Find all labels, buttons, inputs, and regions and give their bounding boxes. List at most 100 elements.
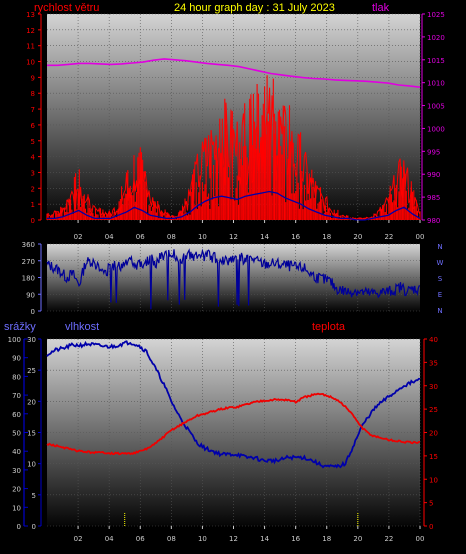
temperature-tick-label: 40 <box>429 336 438 344</box>
temperature-tick-label: 25 <box>429 406 438 414</box>
rain-tick-label: 50 <box>12 430 21 438</box>
humidity-tick-label: 0 <box>32 523 36 531</box>
compass-label-w: W <box>437 259 444 267</box>
wind-speed-tick-label: 1 <box>31 201 35 209</box>
rain-tick-label: 90 <box>12 355 21 363</box>
x-tick-label: 20 <box>353 233 362 241</box>
wind-direction-series <box>46 248 421 310</box>
x-tick-label: 10 <box>198 233 207 241</box>
x-tick-label: 16 <box>291 233 300 241</box>
wind-speed-tick-label: 11 <box>26 43 35 51</box>
wind-speed-tick-label: 2 <box>31 185 35 193</box>
compass-label-e: E <box>438 291 442 299</box>
pressure-tick-label: 1015 <box>427 57 445 65</box>
humidity-tick-label: 20 <box>27 398 36 406</box>
pressure-tick-label: 990 <box>427 171 440 179</box>
direction-tick-label: 0 <box>31 308 35 316</box>
x-tick-label: 04 <box>105 535 114 543</box>
wind-speed-tick-label: 8 <box>31 90 35 98</box>
temperature-series <box>46 392 421 456</box>
pressure-axis-title: tlak <box>372 2 390 14</box>
rain-tick-label: 0 <box>17 523 21 531</box>
wind-speed-tick-label: 12 <box>26 27 35 35</box>
x-tick-label: 06 <box>136 535 145 543</box>
humidity-panel-series <box>46 340 421 526</box>
rain-tick-label: 80 <box>12 373 21 381</box>
wind-speed-tick-label: 9 <box>31 74 35 82</box>
x-tick-label: 12 <box>229 535 238 543</box>
rain-tick-label: 40 <box>12 448 21 456</box>
x-tick-label: 08 <box>167 535 176 543</box>
pressure-tick-label: 1020 <box>427 34 445 42</box>
temperature-tick-label: 20 <box>429 430 438 438</box>
x-tick-label: 00 <box>416 535 425 543</box>
direction-tick-label: 90 <box>26 291 35 299</box>
pressure-tick-label: 1025 <box>427 11 445 19</box>
rain-tick-label: 10 <box>12 504 21 512</box>
pressure-tick-label: 980 <box>427 217 440 225</box>
x-tick-label: 22 <box>384 233 393 241</box>
graph-title: 24 hour graph day : 31 July 2023 <box>174 2 335 14</box>
temperature-tick-label: 5 <box>429 500 433 508</box>
rain-axis-title: srážky <box>4 321 36 333</box>
humidity-tick-label: 30 <box>27 336 36 344</box>
wind-speed-tick-label: 0 <box>31 217 35 225</box>
x-tick-label: 14 <box>260 535 269 543</box>
humidity-panel-axes: 02 04 06 08 10 12 14 16 18 20 22 000102030405060708… <box>8 336 438 543</box>
humidity-series <box>46 340 421 469</box>
x-tick-label: 22 <box>384 535 393 543</box>
wind-speed-tick-label: 10 <box>26 59 35 67</box>
x-tick-label: 16 <box>291 535 300 543</box>
wind-speed-tick-label: 13 <box>26 11 35 19</box>
temperature-tick-label: 35 <box>429 359 438 367</box>
humidity-tick-label: 25 <box>27 367 36 375</box>
compass-label-s: S <box>438 275 443 283</box>
x-tick-label: 14 <box>260 233 269 241</box>
rain-tick-label: 20 <box>12 486 21 494</box>
x-tick-label: 08 <box>167 233 176 241</box>
wind-speed-tick-label: 7 <box>31 106 35 114</box>
wind-speed-series <box>46 75 421 220</box>
rain-tick-label: 70 <box>12 392 21 400</box>
direction-panel-series <box>46 248 421 310</box>
humidity-tick-label: 15 <box>27 430 36 438</box>
x-tick-label: 18 <box>322 233 331 241</box>
pressure-tick-label: 985 <box>427 194 440 202</box>
x-tick-label: 12 <box>229 233 238 241</box>
wind-speed-tick-label: 3 <box>31 169 35 177</box>
wind-speed-tick-label: 5 <box>31 138 35 146</box>
pressure-tick-label: 1000 <box>427 125 445 133</box>
humidity-panel-grid <box>47 338 421 527</box>
humidity-tick-label: 10 <box>27 461 36 469</box>
pressure-tick-label: 1005 <box>427 103 445 111</box>
direction-tick-label: 360 <box>22 241 35 249</box>
wind-speed-peak-line <box>46 87 421 220</box>
x-tick-label: 02 <box>74 535 83 543</box>
wind-speed-tick-label: 4 <box>31 154 36 162</box>
wind-speed-tick-label: 6 <box>31 122 36 130</box>
rain-tick-label: 60 <box>12 411 21 419</box>
pressure-series <box>47 58 421 88</box>
wind-speed-axis-title: rychlost větru <box>34 2 99 14</box>
x-tick-label: 20 <box>353 535 362 543</box>
humidity-tick-label: 5 <box>32 492 36 500</box>
x-tick-label: 02 <box>74 233 83 241</box>
compass-label-n: N <box>437 307 442 315</box>
compass-label-n: N <box>437 243 442 251</box>
temperature-tick-label: 0 <box>429 523 433 531</box>
rain-tick-label: 100 <box>8 336 21 344</box>
x-tick-label: 04 <box>105 233 114 241</box>
temperature-tick-label: 10 <box>429 476 438 484</box>
direction-tick-label: 180 <box>22 275 35 283</box>
x-tick-label: 10 <box>198 535 207 543</box>
x-tick-label: 06 <box>136 233 145 241</box>
temperature-axis-title: teplota <box>312 321 346 333</box>
wind-panel-axes: 02 04 06 08 10 12 14 16 18 20 22 000123456789101112… <box>26 11 445 241</box>
direction-tick-label: 270 <box>22 258 35 266</box>
rain-tick-label: 30 <box>12 467 21 475</box>
temperature-tick-label: 15 <box>429 453 438 461</box>
x-tick-label: 18 <box>322 535 331 543</box>
